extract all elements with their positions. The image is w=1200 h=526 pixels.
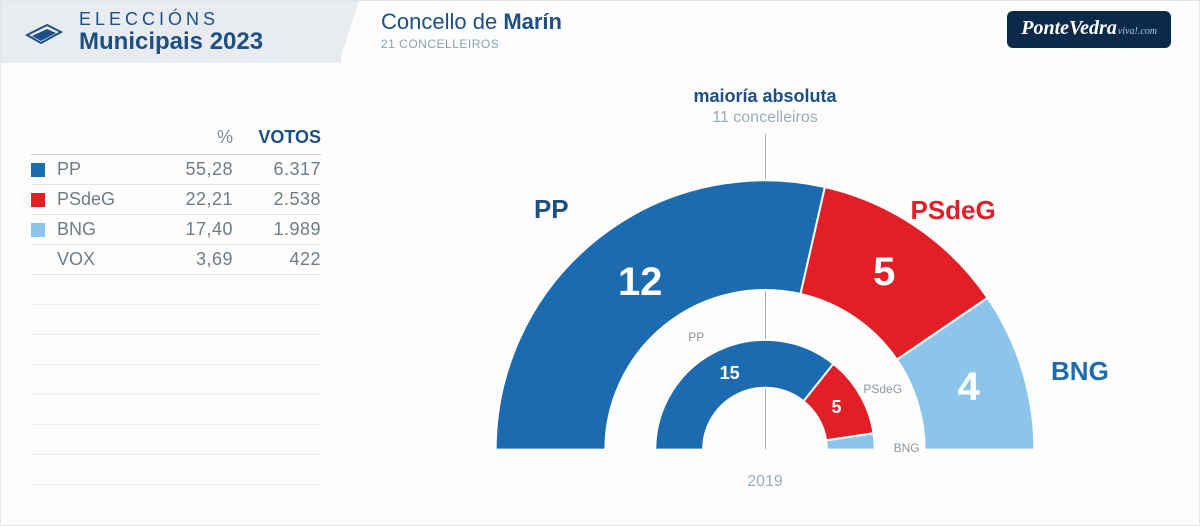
elections-tab: ELECCIÓNS Municipais 2023 — [1, 1, 341, 63]
header: ELECCIÓNS Municipais 2023 Concello de Ma… — [1, 1, 1199, 63]
party-votes: 1.989 — [241, 219, 321, 240]
party-name: BNG — [57, 219, 155, 240]
party-label: PSdeG — [910, 195, 995, 226]
party-label: PP — [534, 194, 569, 225]
tab-line2: Municipais 2023 — [79, 29, 263, 54]
title-prefix: Concello de — [381, 9, 503, 34]
table-row-empty — [31, 335, 321, 365]
table-row: PSdeG 22,21 2.538 — [31, 185, 321, 215]
page-subtitle: 21 CONCELLEIROS — [381, 37, 562, 51]
seat-count: 12 — [618, 260, 663, 305]
results-table: % VOTOS PP 55,28 6.317 PSdeG 22,21 2.538 BNG 17… — [31, 121, 321, 485]
party-swatch — [31, 253, 45, 267]
prev-party-label: BNG — [894, 441, 920, 455]
table-row: VOX 3,69 422 — [31, 245, 321, 275]
party-swatch — [31, 163, 45, 177]
logo-tail: viva!.com — [1118, 26, 1157, 37]
party-votes: 422 — [241, 249, 321, 270]
logo-part-b: Vedra — [1069, 17, 1117, 39]
party-name: VOX — [57, 249, 155, 270]
table-row-empty — [31, 425, 321, 455]
seat-chart: maioría absoluta 11 concelleiros 12PP5PS… — [361, 86, 1169, 505]
party-pct: 55,28 — [163, 159, 233, 180]
logo-part-a: Ponte — [1021, 17, 1069, 39]
title-block: Concello de Marín 21 CONCELLEIROS — [341, 1, 562, 63]
party-name: PP — [57, 159, 155, 180]
party-votes: 2.538 — [241, 189, 321, 210]
party-swatch — [31, 223, 45, 237]
table-row-empty — [31, 455, 321, 485]
seat-count: 5 — [873, 250, 895, 295]
previous-year-label: 2019 — [747, 473, 783, 491]
col-header-votes: VOTOS — [241, 127, 321, 148]
table-row: BNG 17,40 1.989 — [31, 215, 321, 245]
prev-seat-count: 15 — [720, 363, 740, 384]
tab-line1: ELECCIÓNS — [79, 10, 263, 29]
party-swatch — [31, 193, 45, 207]
party-name: PSdeG — [57, 189, 155, 210]
table-row: PP 55,28 6.317 — [31, 155, 321, 185]
page-title: Concello de Marín — [381, 9, 562, 35]
majority-title: maioría absoluta — [693, 86, 836, 107]
prev-seat-count: 5 — [831, 397, 841, 418]
col-header-pct: % — [163, 127, 233, 148]
arc-svg — [361, 105, 1169, 465]
table-row-empty — [31, 395, 321, 425]
ballot-icon — [23, 17, 65, 47]
party-pct: 22,21 — [163, 189, 233, 210]
table-row-empty — [31, 365, 321, 395]
prev-party-label: PSdeG — [863, 382, 902, 396]
table-header-row: % VOTOS — [31, 121, 321, 155]
prev-party-label: PP — [688, 330, 704, 344]
title-bold: Marín — [503, 9, 562, 34]
seat-count: 4 — [957, 365, 979, 410]
party-label: BNG — [1051, 356, 1109, 387]
party-votes: 6.317 — [241, 159, 321, 180]
party-pct: 3,69 — [163, 249, 233, 270]
table-row-empty — [31, 305, 321, 335]
publisher-logo: PonteVedraviva!.com — [1007, 11, 1171, 48]
arc-segment — [655, 340, 833, 450]
party-pct: 17,40 — [163, 219, 233, 240]
table-row-empty — [31, 275, 321, 305]
